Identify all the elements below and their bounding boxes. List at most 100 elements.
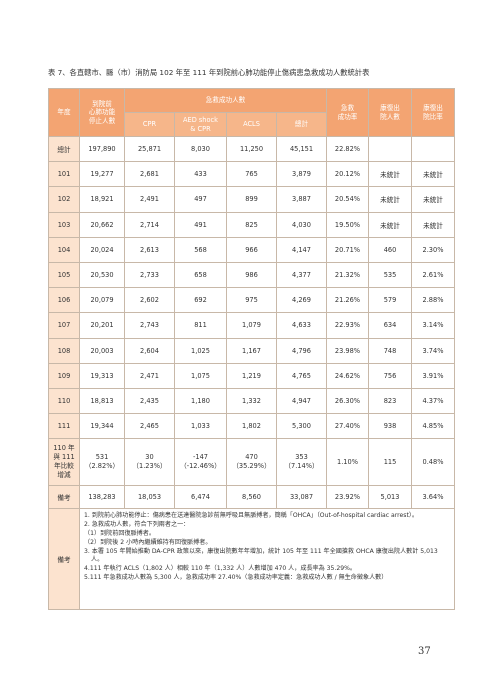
cell: 568 xyxy=(174,236,227,263)
cell: 22.82% xyxy=(326,135,369,163)
cell: 3.74% xyxy=(411,337,455,364)
row-header: 106 xyxy=(48,287,80,314)
cell: 2,491 xyxy=(124,186,175,213)
row-header: 備考 xyxy=(48,508,80,611)
header-cell: 年度 xyxy=(48,88,80,137)
cell: 45,151 xyxy=(276,135,327,163)
note-line: （1）到院前回復脈搏者。 xyxy=(84,529,155,537)
cell: 20,079 xyxy=(79,287,125,314)
row-header: 備考 xyxy=(48,485,80,510)
table-row: 103 20,662 2,714 491 825 4,030 19.50% 未統計 未統計 xyxy=(48,211,455,238)
header-cell: CPR xyxy=(124,112,175,137)
row-header: 105 xyxy=(48,261,80,289)
cell: 18,921 xyxy=(79,186,125,213)
cell: 975 xyxy=(226,287,277,314)
cell: 756 xyxy=(368,362,412,389)
cell: 692 xyxy=(174,287,227,314)
cell: 1,332 xyxy=(226,387,277,415)
row-header: 110 年 與 111 年比較 增減 xyxy=(48,438,80,487)
cell: 19,344 xyxy=(79,413,125,440)
header-cell: 總計 xyxy=(276,112,327,137)
cell: 2,471 xyxy=(124,362,175,389)
cell: 1,167 xyxy=(226,337,277,364)
cell: 未統計 xyxy=(368,211,412,238)
cell: 2,604 xyxy=(124,337,175,364)
cell: 20,201 xyxy=(79,312,125,339)
cell: 23.92% xyxy=(326,485,369,510)
row-header: 總計 xyxy=(48,135,80,163)
cell: 2.30% xyxy=(411,236,455,263)
cell: 938 xyxy=(368,413,412,440)
row-header: 101 xyxy=(48,161,80,188)
cell: 2,435 xyxy=(124,387,175,415)
cell: 5,013 xyxy=(368,485,412,510)
table-row: 109 19,313 2,471 1,075 1,219 4,765 24.62% 756 3.… xyxy=(48,362,455,389)
cell: 20,024 xyxy=(79,236,125,263)
cell: 531 （2.82%） xyxy=(79,438,125,487)
cell: 2.61% xyxy=(411,261,455,289)
empty-cell xyxy=(411,135,455,163)
row-header: 107 xyxy=(48,312,80,339)
notes-row: 備考 1. 到院前心肺功能停止：傷病患在送達醫院急診前無呼吸且無脈搏者，簡稱「OH… xyxy=(48,508,455,611)
header-cell: ACLS xyxy=(226,112,277,137)
cell: 634 xyxy=(368,312,412,339)
cell: 1,079 xyxy=(226,312,277,339)
cell: 825 xyxy=(226,211,277,238)
cell: 21.32% xyxy=(326,261,369,289)
cell: 20.71% xyxy=(326,236,369,263)
header-cell: 康復出 院比率 xyxy=(411,88,455,137)
cell: 748 xyxy=(368,337,412,364)
cell: 19,313 xyxy=(79,362,125,389)
header-cell: 急救成功人數 xyxy=(124,88,327,113)
row-header: 104 xyxy=(48,236,80,263)
table-row: 108 20,003 2,604 1,025 1,167 4,796 23.98% 748 3.… xyxy=(48,337,455,364)
cell: 27.40% xyxy=(326,413,369,440)
table-row: 105 20,530 2,733 658 986 4,377 21.32% 535 2.61% xyxy=(48,261,455,289)
cell: 2,465 xyxy=(124,413,175,440)
cell: 3.14% xyxy=(411,312,455,339)
table-title: 表 7、各直轄市、縣（市）消防局 102 年至 111 年到院前心肺功能停止傷病… xyxy=(48,68,370,77)
cell: 2,743 xyxy=(124,312,175,339)
cell: 18,813 xyxy=(79,387,125,415)
cell: 6,474 xyxy=(174,485,227,510)
cell: 8,030 xyxy=(174,135,227,163)
cell: 1,075 xyxy=(174,362,227,389)
row-header: 111 xyxy=(48,413,80,440)
table-row: 104 20,024 2,613 568 966 4,147 20.71% 460 2.30% xyxy=(48,236,455,263)
cell: 26.30% xyxy=(326,387,369,415)
cell: 4.85% xyxy=(411,413,455,440)
cell: 4,030 xyxy=(276,211,327,238)
cell: 4,147 xyxy=(276,236,327,263)
cell: 1,180 xyxy=(174,387,227,415)
header-cell: AED shock & CPR xyxy=(174,112,227,137)
note-line: （2）到院後 2 小時內繼續維持有回復脈搏者。 xyxy=(84,538,212,546)
header-cell: 到院前 心肺功能 停止人數 xyxy=(79,88,125,137)
cell: 18,053 xyxy=(124,485,175,510)
cell: 460 xyxy=(368,236,412,263)
cell: 579 xyxy=(368,287,412,314)
cell: 21.26% xyxy=(326,287,369,314)
cell: 1.10% xyxy=(326,438,369,487)
cell: 197,890 xyxy=(79,135,125,163)
row-header: 103 xyxy=(48,211,80,238)
cell: 11,250 xyxy=(226,135,277,163)
table-body: 總計 197,890 25,871 8,030 11,250 45,151 22.82% 10… xyxy=(48,135,455,611)
empty-cell xyxy=(368,135,412,163)
row-header: 102 xyxy=(48,186,80,213)
cell: 2,733 xyxy=(124,261,175,289)
cell: 2,714 xyxy=(124,211,175,238)
cell: 25,871 xyxy=(124,135,175,163)
cell: 未統計 xyxy=(411,186,455,213)
cell: 24.62% xyxy=(326,362,369,389)
cell: 811 xyxy=(174,312,227,339)
note-line: 3. 本署 105 年開始推動 DA-CPR 政策以來，康復出院數年年增加，統計… xyxy=(84,547,438,564)
cell: 19,277 xyxy=(79,161,125,188)
table-row: 102 18,921 2,491 497 899 3,887 20.54% 未統計 未統計 xyxy=(48,186,455,213)
cell: 20,662 xyxy=(79,211,125,238)
cell: 20.54% xyxy=(326,186,369,213)
cell: 433 xyxy=(174,161,227,188)
cell: 1,025 xyxy=(174,337,227,364)
table-row: 111 19,344 2,465 1,033 1,802 5,300 27.40% 938 4.… xyxy=(48,413,455,440)
cell: 2,681 xyxy=(124,161,175,188)
